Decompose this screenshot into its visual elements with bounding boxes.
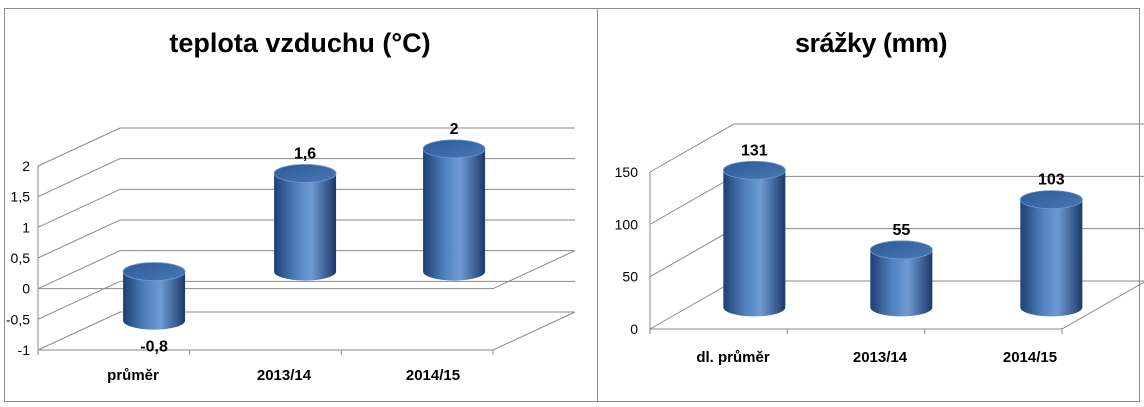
data-label: 1,6 <box>294 145 316 162</box>
gridline <box>38 312 575 350</box>
bar <box>870 241 932 317</box>
data-label: 2 <box>450 121 459 138</box>
data-label: 55 <box>892 222 910 239</box>
bar <box>423 140 485 281</box>
y-tick-label: 50 <box>622 269 638 285</box>
bar-body <box>870 250 932 317</box>
bar-body <box>1020 200 1082 317</box>
bar <box>1020 191 1082 317</box>
gridline <box>38 281 575 319</box>
temperature-chart: -1 -0,5 0 0,5 1 1,5 2 průměr 2013/14 2014/15 -0,8 1… <box>0 0 597 407</box>
y-tick-label: 0,5 <box>11 250 31 266</box>
x-tick-label: 2014/15 <box>1003 349 1057 366</box>
x-tick-label: 2013/14 <box>853 349 908 366</box>
bar-top <box>274 164 336 182</box>
bar-top <box>123 263 185 281</box>
floor-outline <box>38 312 575 350</box>
y-tick-label: 1,5 <box>11 189 31 205</box>
bar-body <box>423 149 485 281</box>
x-tick-label: 2013/14 <box>257 367 312 384</box>
bar-top <box>723 161 785 179</box>
x-tick-label: průměr <box>107 367 159 384</box>
y-tick-label: 0 <box>630 321 638 337</box>
bar <box>274 164 336 280</box>
data-label: 103 <box>1038 172 1065 189</box>
y-tick-label: -1 <box>18 342 31 358</box>
bar <box>123 263 185 330</box>
bar-body <box>274 173 336 280</box>
precipitation-chart-panel: srážky (mm) 0 50 100 150 dl. průměr 2013/14 20… <box>598 0 1144 407</box>
temperature-chart-panel: teplota vzduchu (°C) -1 -0,5 0 0,5 1 1,5 2 prům… <box>0 0 597 407</box>
bar <box>723 161 785 316</box>
data-label: -0,8 <box>140 339 168 356</box>
y-tick-label: 150 <box>615 164 639 180</box>
x-tick-label: 2014/15 <box>406 367 460 384</box>
bar-top <box>870 241 932 259</box>
bar-top <box>423 140 485 158</box>
y-tick-label: 100 <box>615 216 639 232</box>
y-tick-label: -0,5 <box>6 311 30 327</box>
y-tick-label: 1 <box>22 219 30 235</box>
bar-top <box>1020 191 1082 209</box>
gridline <box>650 124 1144 172</box>
data-label: 131 <box>741 142 768 159</box>
x-tick-label: dl. průměr <box>696 349 770 366</box>
bar-body <box>723 170 785 316</box>
y-tick-label: 2 <box>22 158 30 174</box>
y-tick-label: 0 <box>22 281 30 297</box>
precipitation-chart: 0 50 100 150 dl. průměr 2013/14 2014/15 131 55 10… <box>598 0 1144 407</box>
